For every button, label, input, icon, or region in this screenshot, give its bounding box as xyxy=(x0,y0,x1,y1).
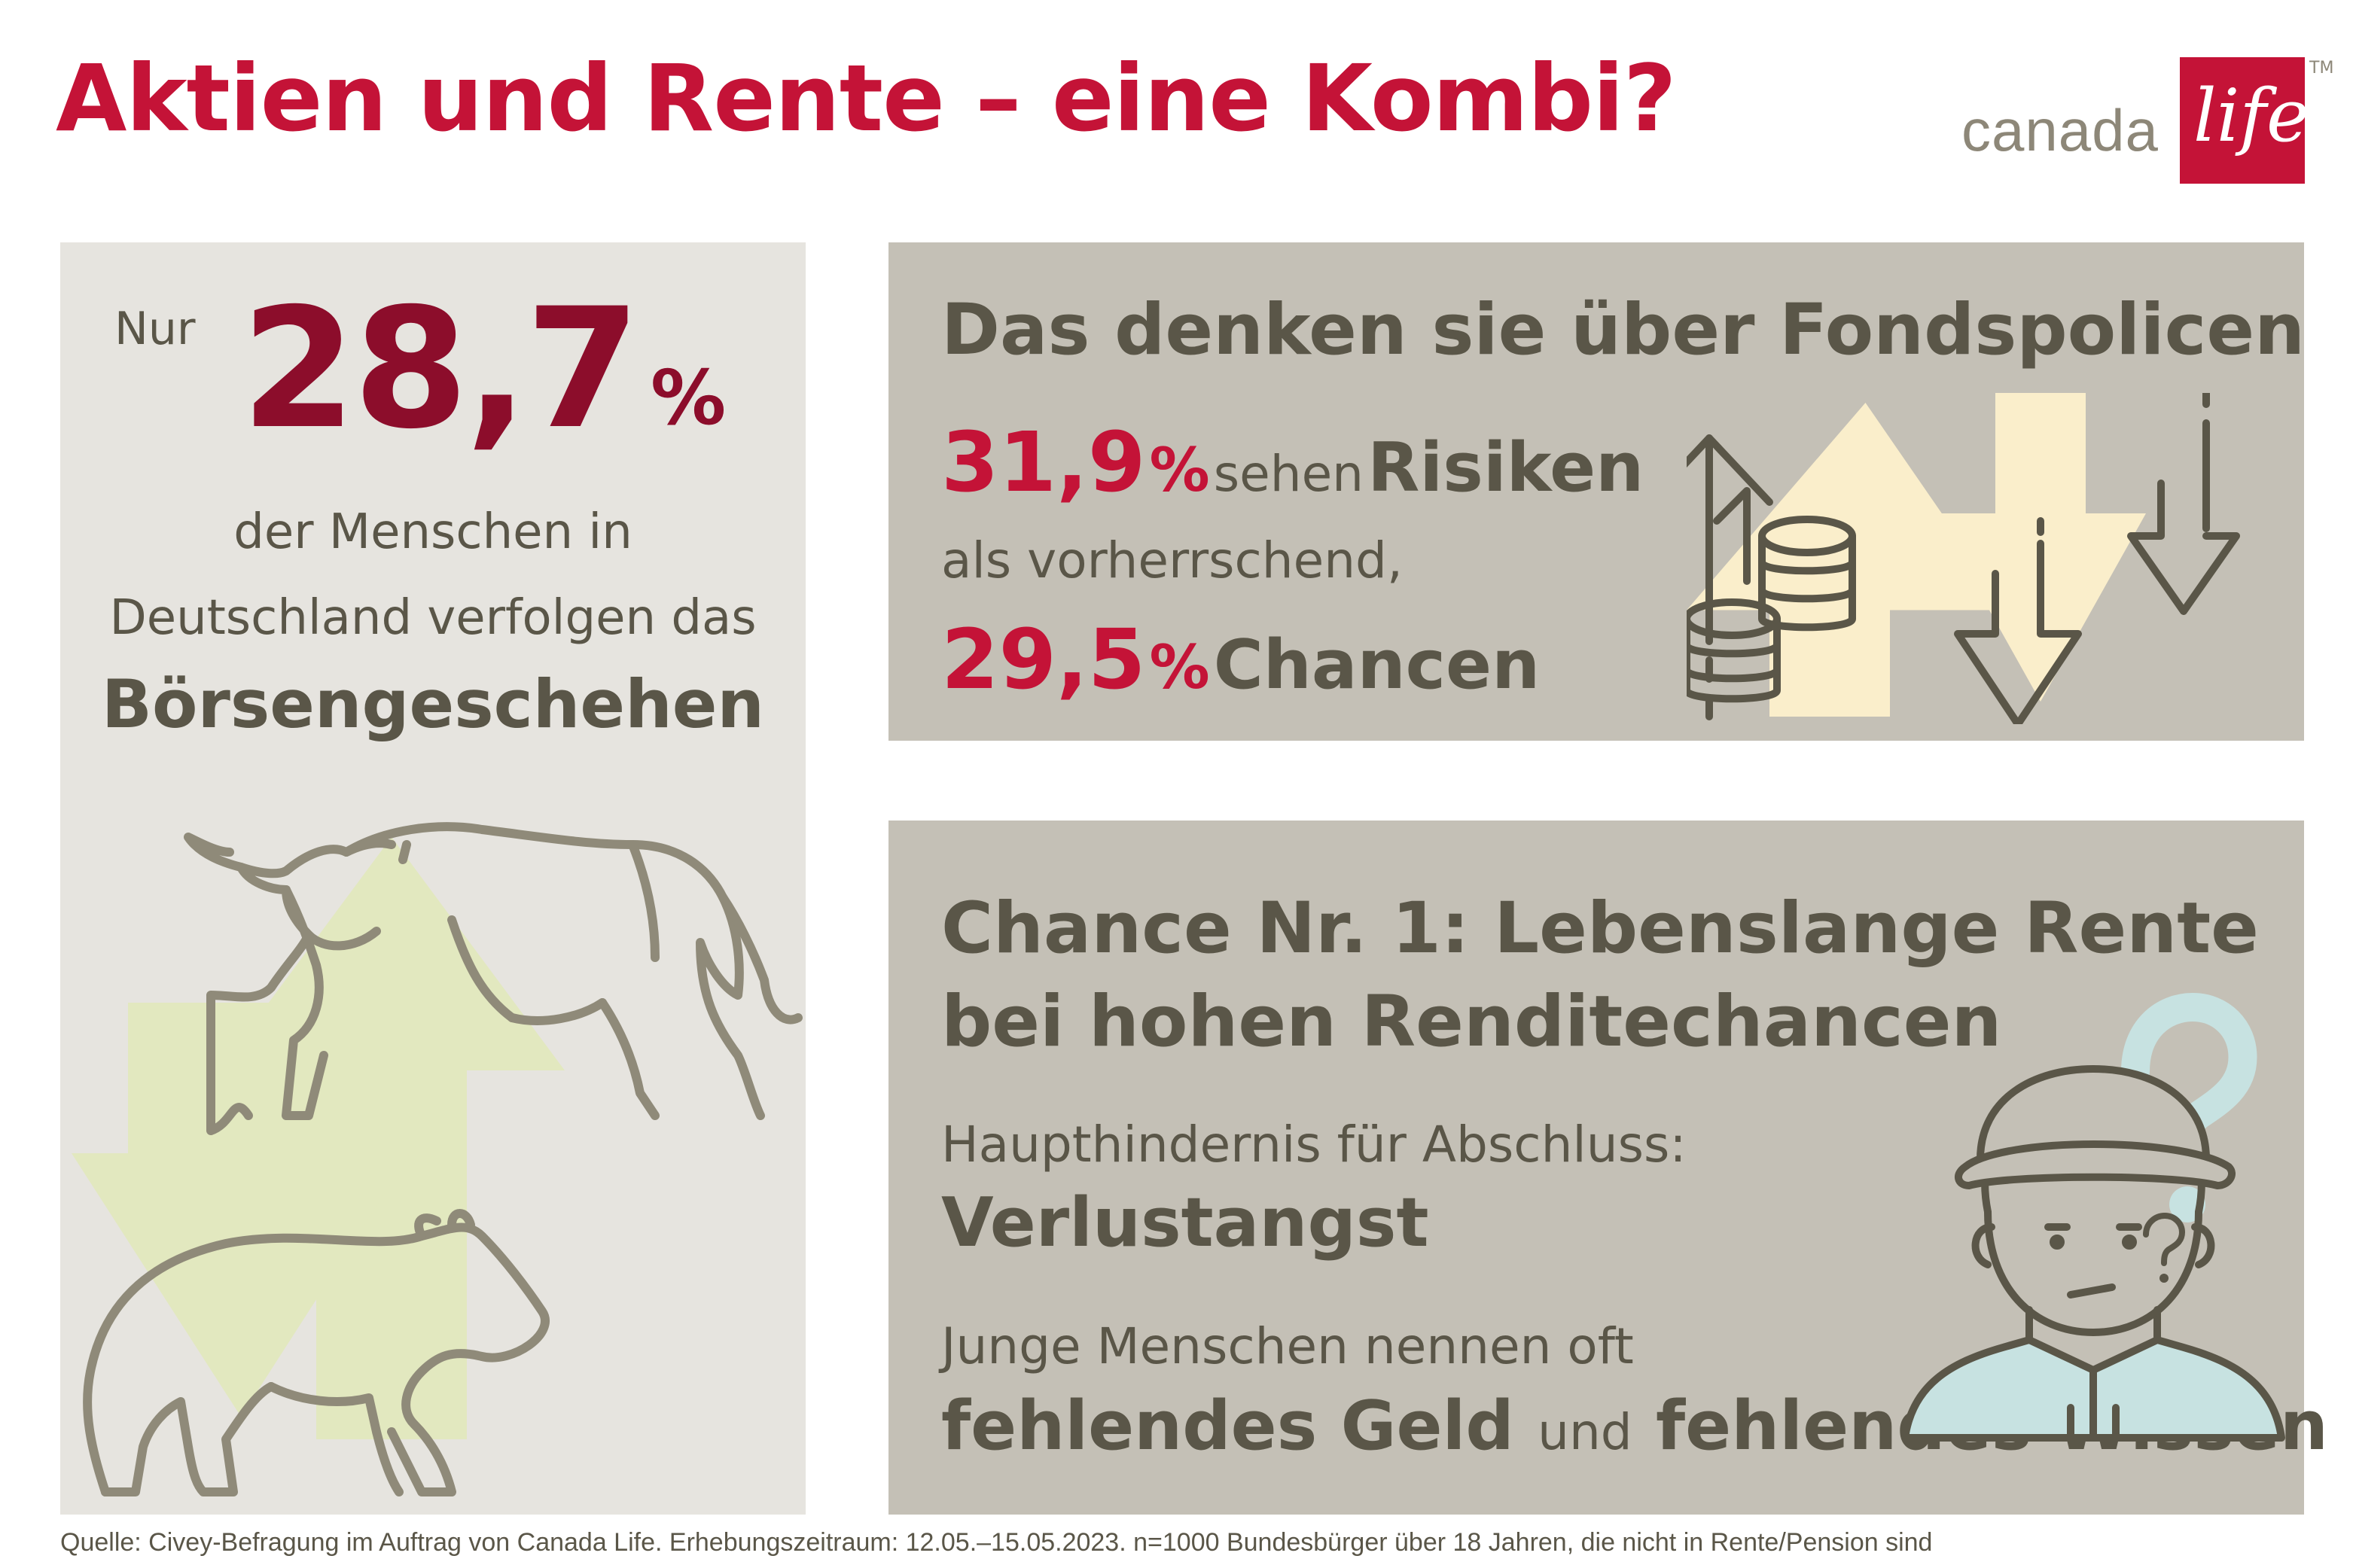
chance-panel: Chance Nr. 1: Lebenslange Rente bei hohe… xyxy=(888,821,2328,1515)
chance-unit: % xyxy=(1149,632,1210,702)
boersen-panel: Nur 28,7 % der Menschen in Deutschland v… xyxy=(60,242,806,1515)
risk-chance-arrows-illustration xyxy=(1687,393,2240,724)
young-label: Junge Menschen nennen oft xyxy=(941,1317,1634,1375)
fondspolicen-heading: Das denken sie über Fondspolicen xyxy=(941,289,2306,371)
risk-unit: % xyxy=(1149,435,1210,505)
fondspolicen-panel: Das denken sie über Fondspolicen 31,9 % … xyxy=(888,242,2306,741)
logo-box: life xyxy=(2180,57,2309,184)
obstacle-label: Haupthindernis für Abschluss: xyxy=(941,1116,1687,1174)
stat-text-bold: Börsengeschehen xyxy=(101,665,765,743)
canada-life-logo: canada life TM xyxy=(1961,57,2333,188)
chance-row: 29,5 % Chancen xyxy=(941,611,1540,708)
source-note: Quelle: Civey-Befragung im Auftrag von C… xyxy=(60,1528,1933,1557)
reason-connector: und xyxy=(1538,1403,1632,1461)
obstacle-bold: Verlustangst xyxy=(941,1183,1429,1262)
arrow-down-icon xyxy=(72,1003,410,1417)
risk-row: 31,9 % sehen Risiken xyxy=(941,414,1644,510)
page-title: Aktien und Rente – eine Kombi? xyxy=(56,45,1677,152)
logo-life-text: life xyxy=(2193,74,2309,158)
risk-value: 31,9 xyxy=(941,414,1146,510)
logo-text: canada xyxy=(1961,97,2159,163)
chance-heading: Chance Nr. 1: Lebenslange Rente bei hohe… xyxy=(941,882,2259,1069)
risk-bold: Risiken xyxy=(1367,428,1644,507)
young-label-text: Junge Menschen nennen oft xyxy=(941,1317,1634,1375)
chance-value: 29,5 xyxy=(941,611,1146,708)
stat-unit: % xyxy=(651,354,727,442)
chance-bold: Chancen xyxy=(1213,626,1541,705)
risk-line2: als vorherrschend, xyxy=(941,531,1403,589)
stat-value: 28,7 xyxy=(241,272,641,465)
reason-money: fehlendes Geld xyxy=(941,1387,1514,1466)
coins-arrow-up-icon xyxy=(1687,403,2009,720)
bull-icon xyxy=(184,822,803,1135)
stat-prefix: Nur xyxy=(114,303,196,355)
confused-person-icon xyxy=(1901,992,2285,1442)
bull-bear-illustration xyxy=(72,822,803,1496)
bear-icon xyxy=(83,1209,550,1496)
chance-heading-line2: bei hohen Renditechancen xyxy=(941,981,2002,1063)
stat-text-line2: Deutschland verfolgen das xyxy=(109,590,757,646)
arrows-down-icon xyxy=(1935,393,2240,724)
trademark-mark: TM xyxy=(2309,59,2334,78)
chance-heading-line1: Chance Nr. 1: Lebenslange Rente xyxy=(941,888,2259,970)
risk-text: sehen xyxy=(1213,445,1364,503)
stat-text-line1: der Menschen in xyxy=(233,504,632,560)
